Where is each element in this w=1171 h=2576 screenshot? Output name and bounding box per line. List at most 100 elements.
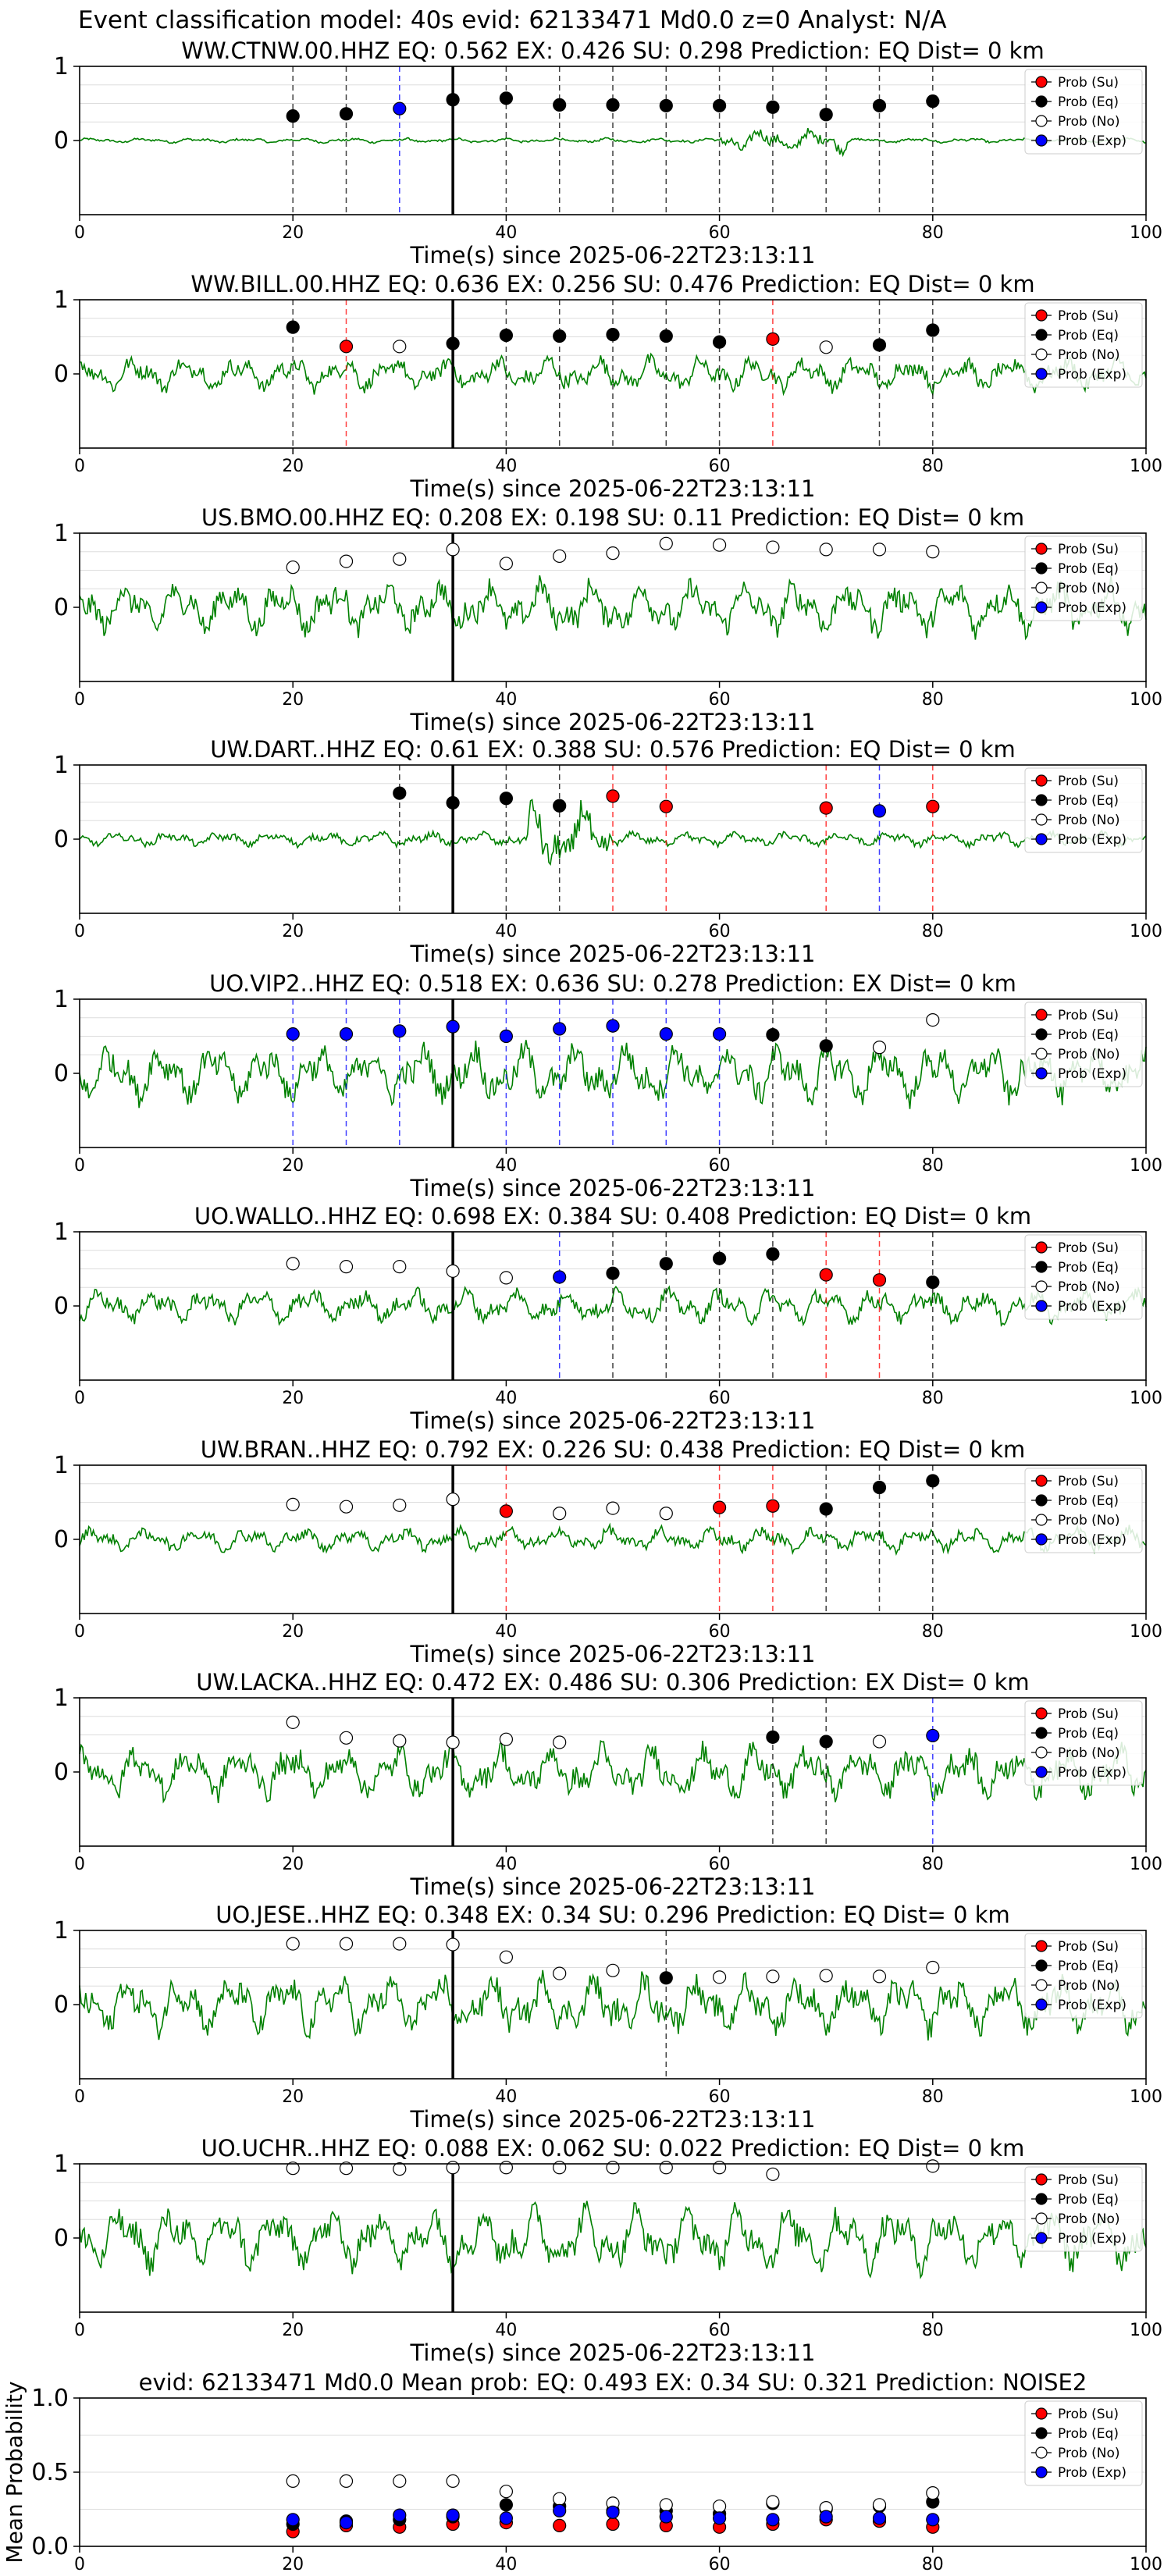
prob-marker-no [766,2167,780,2181]
prob-marker-eq [712,1251,727,1265]
legend-marker-exp [1035,2466,1048,2478]
legend-label-eq: Prob (Eq) [1058,328,1119,343]
axes-frame [79,1697,1147,1847]
legend-marker-eq [1035,2427,1048,2439]
mean-marker-no [926,2486,940,2500]
y-tick-label: 1 [54,53,69,80]
prob-marker-no [712,538,727,552]
prob-marker-no [553,1735,567,1749]
x-axis-label: Time(s) since 2025-06-22T23:13:11 [410,2106,816,2133]
waveform-trace [79,127,1147,158]
legend-marker-eq [1035,2193,1048,2205]
y-tick-label: 0 [54,1526,69,1553]
mean-marker-su [553,2518,567,2532]
legend-marker-exp [1035,1766,1048,1778]
legend-marker-eq [1035,562,1048,575]
legend-label-no: Prob (No) [1058,2211,1120,2227]
prob-marker-no [819,1969,833,1983]
waveform-trace [79,1740,1147,1804]
prob-marker-no [712,2161,727,2175]
prob-marker-eq [766,1247,780,1261]
panel-title: UO.WALLO..HHZ EQ: 0.698 EX: 0.384 SU: 0.… [194,1203,1031,1229]
legend-label-no: Prob (No) [1058,813,1120,828]
prob-marker-exp [446,1019,460,1034]
panel-title: UW.DART..HHZ EQ: 0.61 EX: 0.388 SU: 0.57… [210,736,1016,763]
x-tick-label: 20 [282,1622,304,1642]
legend-marker-no [1035,2212,1048,2225]
mean-marker-no [393,2474,407,2488]
panel-title: WW.CTNW.00.HHZ EQ: 0.562 EX: 0.426 SU: 0… [181,37,1044,64]
prob-marker-no [553,2161,567,2175]
x-tick-label: 0 [74,1855,85,1874]
prob-marker-eq [872,1480,887,1495]
prob-marker-no [499,1732,514,1746]
legend-box [1024,1002,1143,1087]
prob-marker-eq [819,1039,833,1053]
prob-marker-no [339,1500,354,1514]
y-tick-label: 0 [54,594,69,621]
prob-marker-no [606,1501,620,1515]
figure-title: Event classification model: 40s evid: 62… [78,6,947,34]
legend-label-exp: Prob (Exp) [1058,600,1127,616]
prob-marker-no [286,2161,300,2176]
x-tick-label: 100 [1130,2321,1162,2340]
prob-marker-eq [819,1502,833,1516]
prob-marker-eq [819,108,833,122]
mean-marker-no [872,2498,887,2512]
prob-marker-no [659,1507,673,1521]
x-tick-label: 20 [282,1855,304,1874]
prob-marker-exp [606,1019,620,1033]
legend-marker-su [1035,1475,1048,1487]
legend-label-exp: Prob (Exp) [1058,1765,1127,1781]
mean-marker-no [766,2495,780,2509]
mean-marker-exp [819,2510,833,2524]
legend-marker-no [1035,348,1048,361]
prob-marker-no [553,549,567,564]
x-tick-label: 100 [1130,2087,1162,2107]
legend-marker-exp [1035,368,1048,380]
prob-marker-eq [926,1474,940,1488]
prob-marker-no [659,2161,673,2175]
legend-label-su: Prob (Su) [1058,75,1119,91]
prob-marker-su [659,799,673,813]
legend-label-no: Prob (No) [1058,1279,1120,1295]
prob-marker-exp [553,1022,567,1036]
x-tick-label: 0 [74,223,85,243]
prob-marker-no [393,1734,407,1748]
prob-marker-su [606,789,620,803]
prob-marker-no [872,1969,887,1984]
prob-marker-no [339,1937,354,1951]
legend-box [1024,1468,1143,1553]
prob-marker-exp [712,1027,727,1041]
waveform-trace [79,1522,1147,1557]
waveform-trace [79,575,1147,641]
panel-title: UO.JESE..HHZ EQ: 0.348 EX: 0.34 SU: 0.29… [215,1902,1010,1928]
legend-marker-no [1035,1048,1048,1060]
prob-marker-no [339,1731,354,1745]
x-tick-label: 60 [709,2555,731,2574]
legend-label-su: Prob (Su) [1058,1474,1119,1489]
x-tick-label: 80 [922,2087,944,2107]
prob-marker-no [499,2161,514,2175]
mean-marker-exp [393,2508,407,2522]
y-axis-label: Mean Probability [2,2381,27,2563]
legend-marker-exp [1035,1300,1048,1312]
x-tick-label: 60 [709,2087,731,2107]
legend-marker-exp [1035,1533,1048,1546]
x-axis-label: Time(s) since 2025-06-22T23:13:11 [410,1407,816,1434]
y-tick-label: 0 [54,1060,69,1087]
prob-marker-no [606,546,620,560]
x-tick-label: 80 [922,1855,944,1874]
legend-marker-eq [1035,95,1048,108]
panel-title: UO.VIP2..HHZ EQ: 0.518 EX: 0.636 SU: 0.2… [209,970,1016,997]
x-tick-label: 80 [922,2321,944,2340]
prob-marker-su [819,1268,833,1282]
legend-label-no: Prob (No) [1058,1047,1120,1062]
prob-marker-no [606,1963,620,1977]
prob-marker-eq [872,98,887,112]
y-tick-label: 1.0 [31,2385,69,2412]
prob-marker-no [446,1937,460,1952]
prob-marker-no [819,543,833,557]
legend-label-exp: Prob (Exp) [1058,133,1127,149]
legend-box [1024,767,1143,853]
